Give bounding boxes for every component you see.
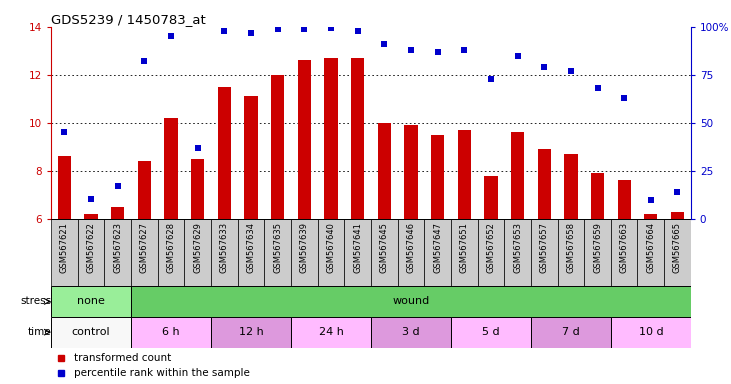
Text: GSM567653: GSM567653	[513, 222, 522, 273]
Bar	[531, 219, 558, 286]
Bar	[404, 125, 417, 219]
Bar	[318, 219, 344, 286]
Bar	[351, 58, 364, 219]
Text: 10 d: 10 d	[638, 327, 663, 337]
Bar	[131, 219, 158, 286]
Bar	[424, 219, 451, 286]
Text: GSM567635: GSM567635	[273, 222, 282, 273]
Text: GSM567646: GSM567646	[406, 222, 415, 273]
Bar	[644, 214, 657, 219]
Text: GSM567664: GSM567664	[646, 222, 655, 273]
Bar	[85, 214, 98, 219]
Text: wound: wound	[393, 296, 430, 306]
Text: transformed count: transformed count	[74, 353, 171, 363]
Text: GSM567652: GSM567652	[486, 222, 496, 273]
Bar	[584, 219, 611, 286]
Text: GSM567623: GSM567623	[113, 222, 122, 273]
Text: control: control	[72, 327, 110, 337]
Text: 12 h: 12 h	[239, 327, 263, 337]
Bar	[671, 212, 684, 219]
Bar	[111, 207, 124, 219]
Text: GSM567634: GSM567634	[246, 222, 256, 273]
Bar	[131, 317, 211, 348]
Text: 7 d: 7 d	[562, 327, 580, 337]
Text: stress: stress	[20, 296, 51, 306]
Text: none: none	[77, 296, 105, 306]
Bar	[191, 159, 205, 219]
Text: GSM567622: GSM567622	[87, 222, 96, 273]
Bar	[664, 219, 691, 286]
Bar	[291, 317, 371, 348]
Bar	[458, 130, 471, 219]
Bar	[271, 75, 284, 219]
Text: GDS5239 / 1450783_at: GDS5239 / 1450783_at	[51, 13, 206, 26]
Text: GSM567628: GSM567628	[167, 222, 175, 273]
Text: GSM567657: GSM567657	[539, 222, 549, 273]
Bar	[211, 317, 291, 348]
Bar	[398, 219, 424, 286]
Text: 5 d: 5 d	[482, 327, 500, 337]
Text: GSM567651: GSM567651	[460, 222, 469, 273]
Bar	[244, 96, 258, 219]
Text: GSM567629: GSM567629	[193, 222, 202, 273]
Bar	[325, 58, 338, 219]
Text: 6 h: 6 h	[162, 327, 180, 337]
Bar	[344, 219, 371, 286]
Text: GSM567658: GSM567658	[567, 222, 575, 273]
Bar	[511, 132, 524, 219]
Bar	[451, 317, 531, 348]
Bar	[371, 317, 451, 348]
Bar	[105, 219, 131, 286]
Bar	[265, 219, 291, 286]
Bar	[184, 219, 211, 286]
Bar	[637, 219, 664, 286]
Bar	[77, 219, 105, 286]
Text: percentile rank within the sample: percentile rank within the sample	[74, 368, 249, 379]
Bar	[611, 317, 691, 348]
Text: GSM567665: GSM567665	[673, 222, 682, 273]
Bar	[378, 123, 391, 219]
Bar	[211, 219, 238, 286]
Bar	[504, 219, 531, 286]
Text: GSM567621: GSM567621	[60, 222, 69, 273]
Bar	[158, 219, 184, 286]
Bar	[477, 219, 504, 286]
Bar	[291, 219, 318, 286]
Text: 24 h: 24 h	[319, 327, 344, 337]
Text: 3 d: 3 d	[402, 327, 420, 337]
Bar	[137, 161, 151, 219]
Bar	[611, 219, 637, 286]
Bar	[431, 135, 444, 219]
Bar	[164, 118, 178, 219]
Bar	[131, 286, 691, 317]
Bar	[371, 219, 398, 286]
Bar	[58, 157, 71, 219]
Bar	[564, 154, 577, 219]
Text: GSM567659: GSM567659	[593, 222, 602, 273]
Bar	[238, 219, 265, 286]
Bar	[618, 180, 631, 219]
Bar	[218, 87, 231, 219]
Text: GSM567645: GSM567645	[380, 222, 389, 273]
Bar	[531, 317, 611, 348]
Text: GSM567641: GSM567641	[353, 222, 362, 273]
Text: GSM567633: GSM567633	[220, 222, 229, 273]
Text: GSM567663: GSM567663	[620, 222, 629, 273]
Bar	[558, 219, 584, 286]
Bar	[537, 149, 551, 219]
Bar	[51, 219, 77, 286]
Bar	[51, 286, 131, 317]
Text: GSM567647: GSM567647	[433, 222, 442, 273]
Text: time: time	[28, 327, 51, 337]
Text: GSM567627: GSM567627	[140, 222, 149, 273]
Bar	[451, 219, 477, 286]
Bar	[298, 61, 311, 219]
Text: GSM567639: GSM567639	[300, 222, 309, 273]
Text: GSM567640: GSM567640	[327, 222, 336, 273]
Bar	[484, 176, 498, 219]
Bar	[51, 317, 131, 348]
Bar	[591, 173, 605, 219]
